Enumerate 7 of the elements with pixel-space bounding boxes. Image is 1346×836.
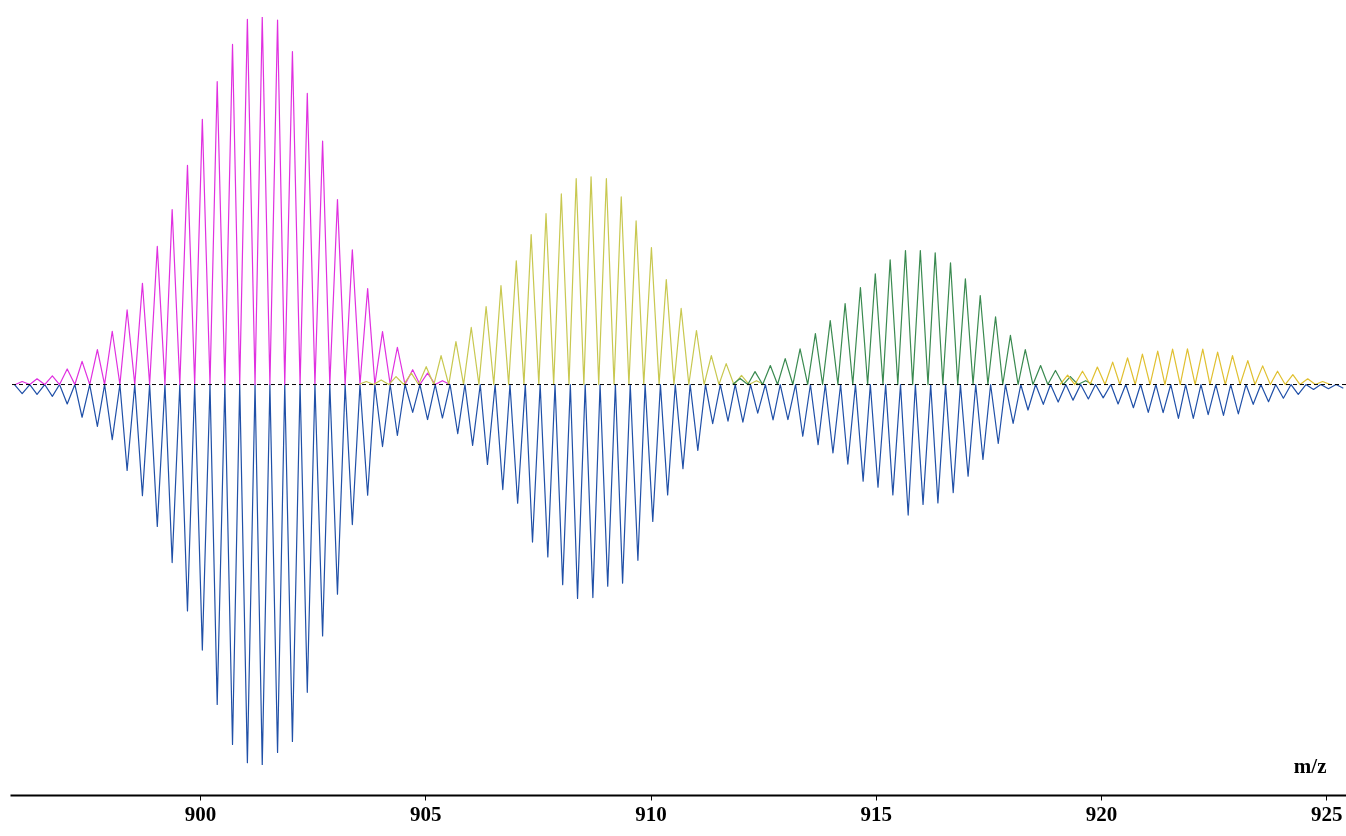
x-axis-title: m/z: [1293, 753, 1327, 778]
x-tick-label: 910: [635, 801, 667, 826]
x-tick-label: 905: [410, 801, 442, 826]
x-tick-label: 915: [860, 801, 892, 826]
x-tick-label: 920: [1085, 801, 1118, 826]
x-tick-label: 900: [184, 801, 217, 826]
x-tick-label: 925: [1310, 801, 1343, 826]
